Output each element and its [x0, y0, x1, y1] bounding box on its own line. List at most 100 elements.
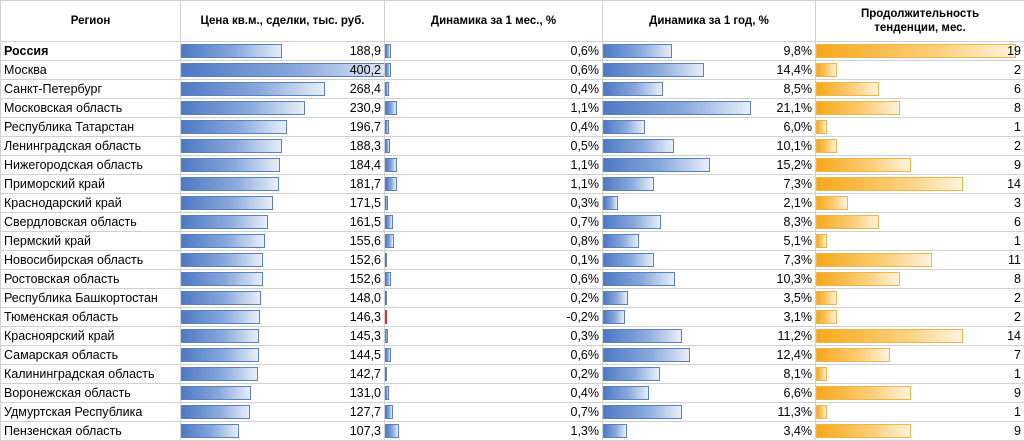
month-dynamics-value: 0,8%	[571, 232, 600, 250]
duration-cell: 14	[816, 327, 1024, 346]
region-cell: Московская область	[1, 99, 181, 118]
price-cell: 144,5	[181, 346, 385, 365]
price-bar	[181, 424, 239, 438]
price-bar	[181, 234, 265, 248]
duration-cell: 11	[816, 251, 1024, 270]
region-cell: Москва	[1, 61, 181, 80]
duration-cell: 2	[816, 289, 1024, 308]
month-dynamics-bar	[385, 405, 393, 419]
month-dynamics-bar	[385, 386, 389, 400]
price-value: 400,2	[350, 61, 381, 79]
duration-value: 8	[1014, 99, 1021, 117]
year-dynamics-bar	[603, 63, 704, 77]
year-dynamics-value: 5,1%	[784, 232, 813, 250]
price-cell: 131,0	[181, 384, 385, 403]
duration-bar	[816, 291, 837, 305]
price-cell: 142,7	[181, 365, 385, 384]
month-dynamics-value: 0,4%	[571, 118, 600, 136]
duration-bar	[816, 120, 827, 134]
year-dynamics-bar	[603, 82, 663, 96]
header-duration-line-2: тенденции, мес.	[816, 21, 1024, 35]
price-cell: 184,4	[181, 156, 385, 175]
price-bar	[181, 329, 259, 343]
price-bar	[181, 272, 263, 286]
month-dynamics-bar	[385, 234, 394, 248]
price-cell: 148,0	[181, 289, 385, 308]
price-cell: 107,3	[181, 422, 385, 441]
price-cell: 127,7	[181, 403, 385, 422]
month-dynamics-bar	[385, 139, 390, 153]
duration-value: 9	[1014, 422, 1021, 440]
duration-cell: 9	[816, 156, 1024, 175]
month-dynamics-cell: 0,5%	[385, 137, 603, 156]
year-dynamics-cell: 7,3%	[603, 175, 816, 194]
duration-bar	[816, 44, 1016, 58]
header-duration-line-1: Продолжительность	[816, 7, 1024, 21]
month-dynamics-bar	[385, 158, 397, 172]
month-dynamics-cell: 0,4%	[385, 80, 603, 99]
year-dynamics-cell: 3,4%	[603, 422, 816, 441]
month-dynamics-bar	[385, 310, 387, 324]
duration-cell: 19	[816, 42, 1024, 61]
duration-value: 1	[1014, 118, 1021, 136]
year-dynamics-value: 8,5%	[784, 80, 813, 98]
duration-cell: 2	[816, 137, 1024, 156]
month-dynamics-cell: 0,3%	[385, 194, 603, 213]
duration-bar	[816, 310, 837, 324]
year-dynamics-cell: 2,1%	[603, 194, 816, 213]
price-bar	[181, 291, 261, 305]
duration-value: 6	[1014, 213, 1021, 231]
month-dynamics-value: 0,4%	[571, 80, 600, 98]
price-cell: 171,5	[181, 194, 385, 213]
header-duration: Продолжительность тенденции, мес.	[816, 1, 1024, 42]
year-dynamics-value: 9,8%	[784, 42, 813, 60]
month-dynamics-value: 0,7%	[571, 213, 600, 231]
year-dynamics-bar	[603, 101, 751, 115]
year-dynamics-bar	[603, 310, 625, 324]
year-dynamics-cell: 3,1%	[603, 308, 816, 327]
duration-cell: 1	[816, 403, 1024, 422]
price-bar	[181, 405, 250, 419]
duration-value: 2	[1014, 61, 1021, 79]
month-dynamics-bar	[385, 291, 387, 305]
year-dynamics-value: 7,3%	[784, 251, 813, 269]
year-dynamics-cell: 8,5%	[603, 80, 816, 99]
duration-value: 8	[1014, 270, 1021, 288]
price-bar	[181, 120, 287, 134]
year-dynamics-bar	[603, 158, 710, 172]
month-dynamics-value: 0,2%	[571, 365, 600, 383]
month-dynamics-cell: 0,4%	[385, 384, 603, 403]
price-cell: 161,5	[181, 213, 385, 232]
duration-value: 2	[1014, 289, 1021, 307]
region-cell: Новосибирская область	[1, 251, 181, 270]
price-bar	[181, 348, 259, 362]
duration-value: 9	[1014, 384, 1021, 402]
year-dynamics-bar	[603, 196, 618, 210]
duration-value: 3	[1014, 194, 1021, 212]
price-value: 142,7	[350, 365, 381, 383]
year-dynamics-cell: 3,5%	[603, 289, 816, 308]
duration-value: 2	[1014, 137, 1021, 155]
year-dynamics-bar	[603, 139, 674, 153]
month-dynamics-bar	[385, 424, 399, 438]
month-dynamics-cell: 0,6%	[385, 346, 603, 365]
price-bar	[181, 158, 280, 172]
year-dynamics-cell: 9,8%	[603, 42, 816, 61]
region-cell: Пермский край	[1, 232, 181, 251]
month-dynamics-value: 1,1%	[571, 156, 600, 174]
region-cell: Свердловская область	[1, 213, 181, 232]
month-dynamics-cell: 0,6%	[385, 42, 603, 61]
duration-bar	[816, 424, 911, 438]
region-cell: Пензенская область	[1, 422, 181, 441]
region-cell: Краснодарский край	[1, 194, 181, 213]
year-dynamics-bar	[603, 291, 628, 305]
duration-cell: 8	[816, 270, 1024, 289]
region-cell: Республика Татарстан	[1, 118, 181, 137]
month-dynamics-bar	[385, 44, 391, 58]
